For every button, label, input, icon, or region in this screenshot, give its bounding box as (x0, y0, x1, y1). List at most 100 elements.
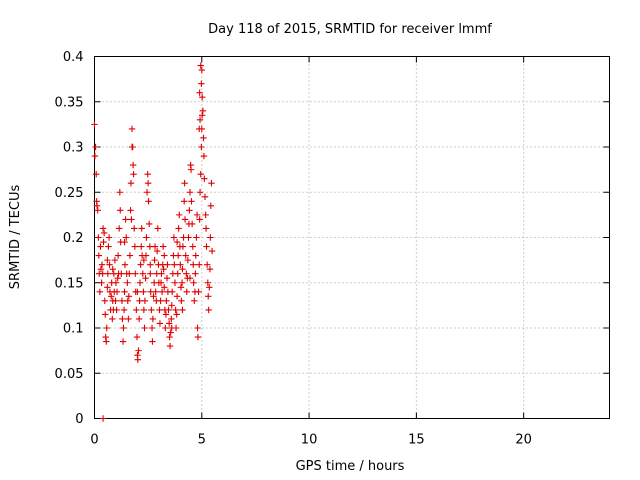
data-point (179, 306, 186, 314)
data-point (96, 288, 104, 295)
data-point (143, 189, 151, 196)
data-point (199, 112, 206, 119)
data-point (207, 202, 215, 210)
data-point (203, 261, 211, 268)
data-point (204, 279, 211, 286)
data-point (125, 315, 132, 323)
data-point (202, 211, 209, 219)
data-point (139, 270, 146, 277)
data-point (189, 243, 196, 250)
data-point (198, 80, 205, 87)
data-point (95, 234, 102, 241)
data-point (109, 315, 116, 323)
data-point (168, 302, 175, 309)
data-point (200, 152, 208, 160)
data-point (138, 243, 145, 250)
data-point (205, 293, 212, 300)
data-point (203, 243, 210, 250)
data-point (147, 270, 154, 277)
data-point (103, 324, 110, 332)
data-point (114, 275, 121, 282)
data-point (201, 175, 208, 182)
data-point (127, 180, 135, 187)
data-point (151, 256, 158, 264)
data-points (91, 62, 216, 422)
data-point (117, 207, 124, 214)
x-tick-label: 20 (515, 433, 532, 448)
data-point (199, 107, 207, 114)
data-point (120, 306, 128, 314)
data-point (163, 297, 170, 305)
data-point (168, 288, 176, 295)
data-point (93, 202, 101, 210)
data-point (108, 293, 115, 300)
x-tick-label: 10 (301, 433, 318, 448)
data-point (101, 297, 108, 305)
data-point (99, 415, 107, 422)
data-point (130, 225, 138, 232)
data-point (183, 288, 190, 295)
data-point (118, 270, 125, 277)
data-point (102, 333, 109, 341)
data-point (206, 284, 213, 291)
data-point (197, 170, 204, 178)
data-point (194, 333, 202, 341)
data-point (137, 261, 144, 268)
data-point (122, 216, 129, 223)
data-point (121, 288, 128, 295)
data-point (143, 234, 150, 241)
data-point (193, 211, 201, 219)
data-point (196, 89, 203, 96)
data-point (181, 180, 188, 187)
data-point (161, 284, 168, 291)
data-point (186, 189, 194, 196)
data-point (163, 275, 171, 282)
chart-title: Day 118 of 2015, SRMTID for receiver lmm… (208, 22, 492, 37)
data-point (196, 116, 204, 124)
data-point (115, 225, 123, 232)
data-point (111, 256, 119, 264)
data-point (104, 284, 111, 291)
data-point (104, 256, 111, 264)
data-point (192, 252, 199, 259)
data-point (188, 198, 195, 205)
data-point (130, 170, 137, 178)
data-point (91, 152, 99, 160)
data-point (144, 170, 151, 178)
data-point (126, 270, 133, 277)
data-point (199, 94, 206, 101)
data-point (177, 261, 184, 268)
data-point (97, 265, 105, 273)
data-point (114, 252, 122, 259)
data-point (152, 288, 159, 295)
data-point (178, 279, 186, 286)
data-point (167, 329, 174, 336)
data-point (121, 238, 128, 246)
data-point (171, 261, 178, 268)
data-point (191, 297, 198, 305)
data-point (157, 279, 165, 286)
data-point (166, 342, 174, 350)
y-axis-tick-labels: 0 0.05 0.1 0.15 0.2 0.25 0.3 0.35 0.4 (55, 50, 84, 427)
data-point (134, 288, 141, 295)
data-point (138, 225, 145, 232)
data-point (159, 243, 167, 250)
data-point (133, 333, 141, 341)
y-tick-label: 0.4 (63, 50, 84, 65)
data-point (183, 270, 190, 277)
data-point (195, 288, 202, 295)
data-point (136, 279, 144, 286)
data-point (196, 261, 203, 268)
data-point (175, 225, 182, 232)
data-point (150, 293, 157, 300)
data-point (102, 311, 109, 318)
data-point (198, 143, 205, 151)
x-tick-label: 15 (408, 433, 425, 448)
data-point (198, 66, 205, 74)
data-point (144, 180, 152, 187)
data-point (196, 216, 203, 223)
data-point (135, 347, 142, 354)
data-point (129, 161, 137, 169)
data-point (171, 279, 179, 286)
